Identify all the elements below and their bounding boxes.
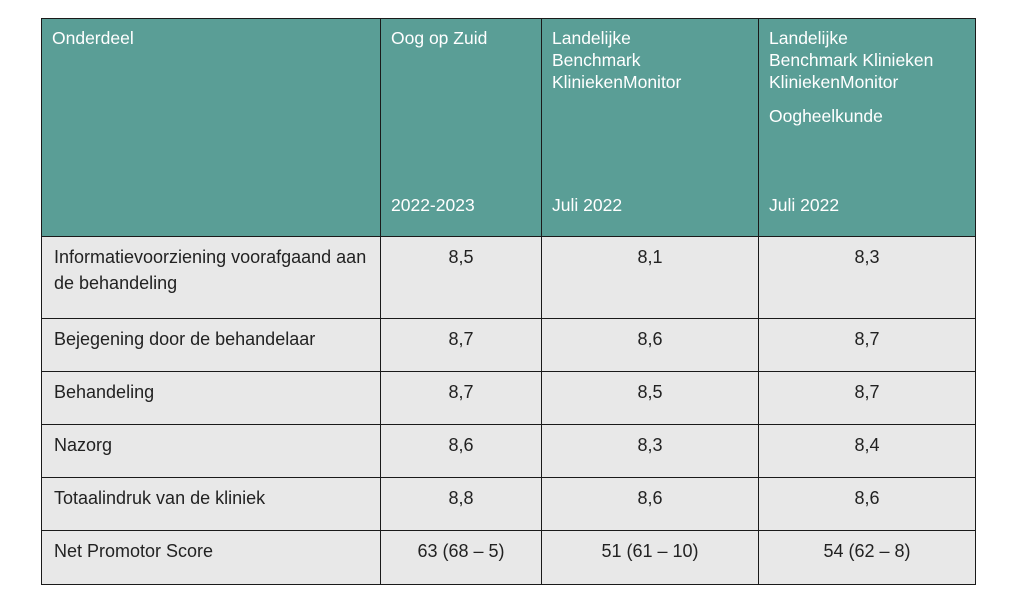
header-oog-op-zuid: Oog op Zuid 2022-2023: [380, 18, 542, 237]
row-label: Informatievoorziening voorafgaand aan de…: [41, 236, 381, 319]
score-table: Onderdeel Oog op Zuid 2022-2023 Landelij…: [41, 18, 976, 585]
value-landelijk: 8,6: [541, 477, 759, 531]
value-oog-op-zuid: 8,5: [380, 236, 542, 319]
table-row: Informatievoorziening voorafgaand aan de…: [41, 236, 976, 319]
value-oog-op-zuid: 8,7: [380, 371, 542, 425]
value-oogheelkunde: 8,7: [758, 371, 976, 425]
value-oogheelkunde: 8,7: [758, 318, 976, 372]
value-landelijk: 8,5: [541, 371, 759, 425]
row-label: Net Promotor Score: [41, 530, 381, 585]
value-oog-op-zuid: 63 (68 – 5): [380, 530, 542, 585]
header-period: Juli 2022: [769, 195, 840, 215]
header-title: Landelijke Benchmark Klinieken Klinieken…: [769, 28, 934, 92]
row-label: Bejegening door de behandelaar: [41, 318, 381, 372]
header-title: Landelijke Benchmark KliniekenMonitor: [552, 28, 682, 92]
value-oogheelkunde: 54 (62 – 8): [758, 530, 976, 585]
value-landelijk: 8,1: [541, 236, 759, 319]
row-label: Nazorg: [41, 424, 381, 478]
value-oogheelkunde: 8,6: [758, 477, 976, 531]
value-oog-op-zuid: 8,6: [380, 424, 542, 478]
header-title: Onderdeel: [52, 28, 134, 48]
header-landelijke-benchmark: Landelijke Benchmark KliniekenMonitor Ju…: [541, 18, 759, 237]
value-landelijk: 51 (61 – 10): [541, 530, 759, 585]
header-subtitle: Oogheelkunde: [769, 106, 883, 126]
table-row: Nazorg 8,6 8,3 8,4: [41, 424, 976, 478]
table-row: Net Promotor Score 63 (68 – 5) 51 (61 – …: [41, 530, 976, 585]
table-row: Bejegening door de behandelaar 8,7 8,6 8…: [41, 318, 976, 372]
value-landelijk: 8,3: [541, 424, 759, 478]
row-label: Totaalindruk van de kliniek: [41, 477, 381, 531]
row-label: Behandeling: [41, 371, 381, 425]
value-oog-op-zuid: 8,7: [380, 318, 542, 372]
header-benchmark-oogheelkunde: Landelijke Benchmark Klinieken Klinieken…: [758, 18, 976, 237]
value-landelijk: 8,6: [541, 318, 759, 372]
header-period: 2022-2023: [391, 195, 475, 215]
table-row: Totaalindruk van de kliniek 8,8 8,6 8,6: [41, 477, 976, 531]
header-title: Oog op Zuid: [391, 28, 488, 48]
header-row: Onderdeel Oog op Zuid 2022-2023 Landelij…: [41, 18, 976, 237]
value-oogheelkunde: 8,4: [758, 424, 976, 478]
header-period: Juli 2022: [552, 195, 623, 215]
header-onderdeel: Onderdeel: [41, 18, 381, 237]
value-oog-op-zuid: 8,8: [380, 477, 542, 531]
value-oogheelkunde: 8,3: [758, 236, 976, 319]
table-row: Behandeling 8,7 8,5 8,7: [41, 371, 976, 425]
